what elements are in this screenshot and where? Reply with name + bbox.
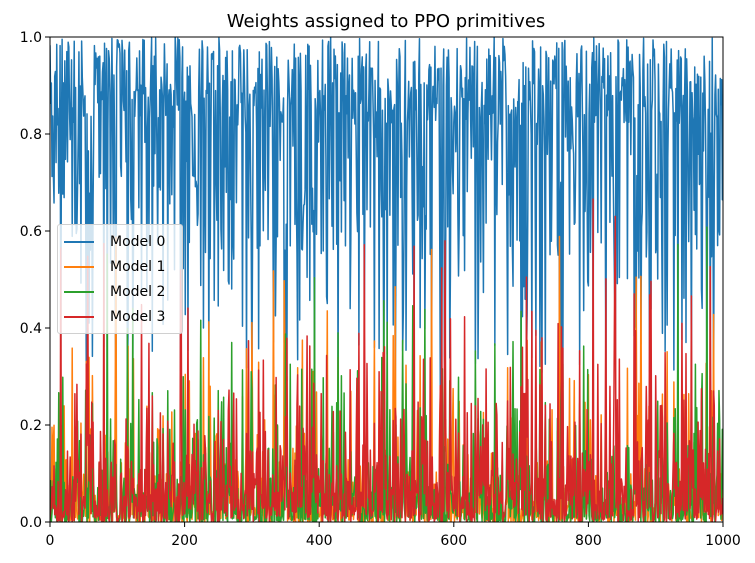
y-tick-label: 0.2 xyxy=(20,418,42,434)
x-tick-label: 800 xyxy=(575,533,602,549)
legend-item-model-3: Model 3 xyxy=(64,306,165,328)
legend: Model 0 Model 1 Model 2 Model 3 xyxy=(57,224,183,334)
x-tick-label: 200 xyxy=(171,533,198,549)
series-line-model-3 xyxy=(50,198,723,522)
x-tick-label: 400 xyxy=(306,533,333,549)
x-tick-label: 600 xyxy=(440,533,467,549)
x-axis: 0 200 400 600 800 1000 xyxy=(46,522,741,549)
legend-swatch xyxy=(64,241,94,243)
y-tick-label: 1.0 xyxy=(20,30,42,46)
series-layer xyxy=(50,37,723,522)
legend-label: Model 1 xyxy=(110,259,166,275)
y-tick-label: 0.0 xyxy=(20,515,42,531)
legend-item-model-2: Model 2 xyxy=(64,281,165,303)
y-axis: 0.0 0.2 0.4 0.6 0.8 1.0 xyxy=(20,30,50,531)
series-line-model-0 xyxy=(50,37,723,402)
legend-swatch xyxy=(64,291,94,293)
legend-item-model-1: Model 1 xyxy=(64,256,165,278)
x-tick-label: 1000 xyxy=(705,533,741,549)
y-tick-label: 0.6 xyxy=(20,224,42,240)
chart-title: Weights assigned to PPO primitives xyxy=(227,11,546,32)
y-tick-label: 0.4 xyxy=(20,321,42,337)
y-tick-label: 0.8 xyxy=(20,127,42,143)
legend-item-model-0: Model 0 xyxy=(64,231,165,253)
x-tick-label: 0 xyxy=(46,533,55,549)
legend-swatch xyxy=(64,266,94,268)
legend-label: Model 2 xyxy=(110,284,166,300)
legend-label: Model 0 xyxy=(110,234,166,250)
plot-frame xyxy=(49,36,724,523)
legend-label: Model 3 xyxy=(110,309,166,325)
legend-swatch xyxy=(64,316,94,318)
